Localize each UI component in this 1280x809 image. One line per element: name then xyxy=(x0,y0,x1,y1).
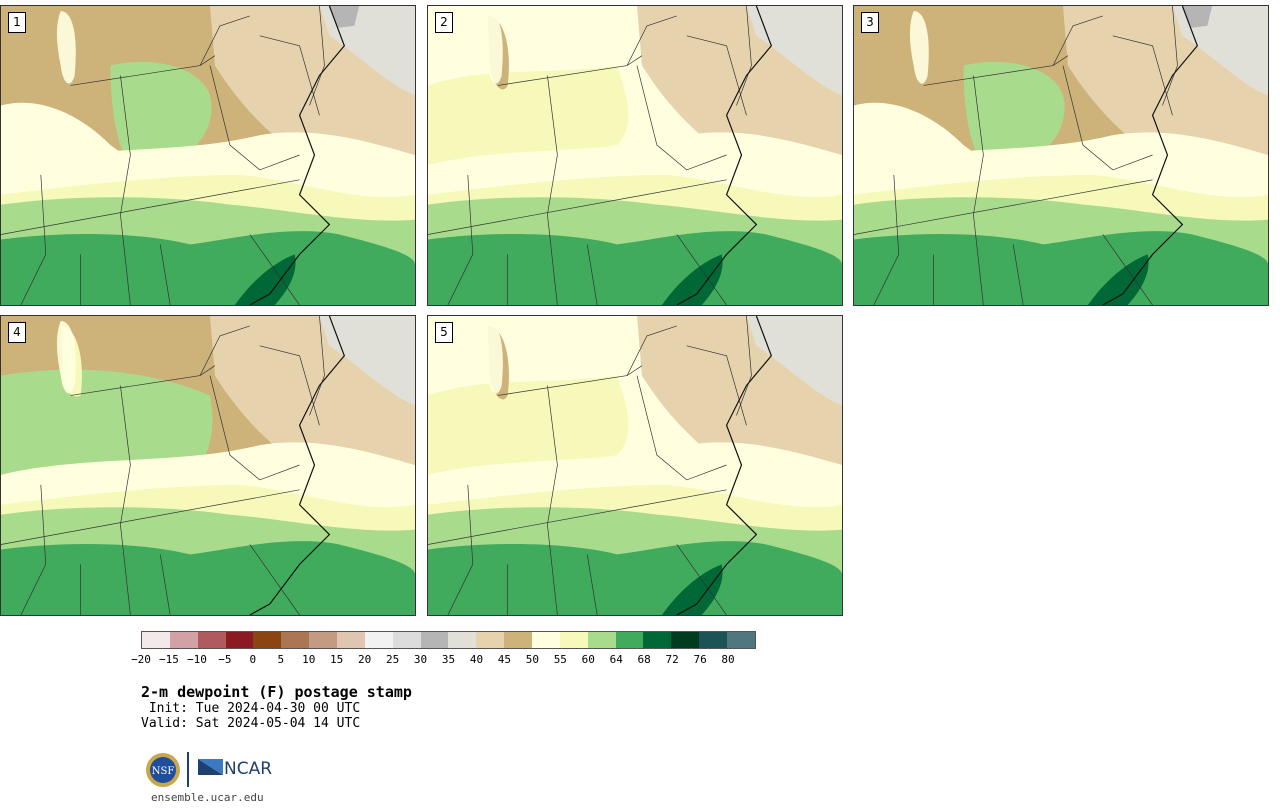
colorbar-tick-label: 0 xyxy=(249,653,257,666)
dewpoint-map xyxy=(1,6,415,305)
colorbar-tick-label: 10 xyxy=(302,653,316,666)
colorbar xyxy=(141,631,756,649)
colorbar-tick-label: 15 xyxy=(330,653,344,666)
colorbar-tick-label: 64 xyxy=(609,653,623,666)
colorbar-tick-label: 50 xyxy=(525,653,539,666)
panel-number: 5 xyxy=(435,322,453,343)
colorbar-tick-label: 68 xyxy=(637,653,651,666)
stamp-panel-4: 4 xyxy=(0,315,416,616)
colorbar-swatch xyxy=(337,632,365,648)
colorbar-tick-label: 55 xyxy=(553,653,567,666)
colorbar-tick-label: 72 xyxy=(665,653,679,666)
coastline xyxy=(676,316,773,615)
colorbar-tick-label: 35 xyxy=(441,653,456,666)
colorbar-swatch xyxy=(504,632,533,648)
colorbar-tick-labels: −20 −15 −10 −5 0 5 10 15 20 25 30 35 40 45 50 55 60 64 68 7… xyxy=(131,653,756,667)
state-boundaries xyxy=(1,6,325,305)
site-url: ensemble.ucar.edu xyxy=(151,791,264,804)
coastline xyxy=(249,316,346,615)
colorbar-swatch xyxy=(532,632,560,648)
colorbar-swatch xyxy=(309,632,338,648)
dewpoint-map xyxy=(428,6,842,305)
ncar-logo-text: NCAR xyxy=(224,759,273,779)
colorbar-swatch xyxy=(253,632,282,648)
colorbar-tick-label: 20 xyxy=(358,653,372,666)
colorbar-swatch xyxy=(281,632,310,648)
chart-title: 2-m dewpoint (F) postage stamp xyxy=(141,683,412,701)
state-boundaries xyxy=(428,6,752,305)
colorbar-swatch xyxy=(476,632,505,648)
stamp-panel-5: 5 xyxy=(427,315,843,616)
dewpoint-map xyxy=(854,6,1268,305)
dewpoint-shading xyxy=(428,6,842,305)
colorbar-swatch xyxy=(142,632,170,648)
stamp-panel-1: 1 xyxy=(0,5,416,306)
colorbar-swatch xyxy=(615,632,644,648)
colorbar-swatch xyxy=(671,632,700,648)
colorbar-tick-label: 5 xyxy=(277,653,285,666)
colorbar-tick-label: −20 xyxy=(131,653,151,666)
dewpoint-shading xyxy=(1,6,415,305)
dewpoint-map xyxy=(1,316,415,615)
colorbar-tick-label: −10 xyxy=(186,653,207,666)
colorbar-swatch xyxy=(559,632,588,648)
panel-number: 2 xyxy=(435,12,453,33)
colorbar-tick-label: 25 xyxy=(385,653,400,666)
coastline xyxy=(249,6,346,305)
ncar-logo xyxy=(198,759,223,775)
nsf-logo: NSF xyxy=(146,753,180,787)
colorbar-swatch xyxy=(699,632,728,648)
logo-divider xyxy=(187,752,189,787)
state-boundaries xyxy=(1,316,325,615)
colorbar-swatch xyxy=(448,632,477,648)
dewpoint-shading xyxy=(428,316,842,615)
panel-number: 3 xyxy=(861,12,879,33)
dewpoint-map xyxy=(428,316,842,615)
stamp-panel-2: 2 xyxy=(427,5,843,306)
coastline xyxy=(676,6,773,305)
state-boundaries xyxy=(428,316,752,615)
init-time: Init: Tue 2024-04-30 00 UTC xyxy=(141,701,361,716)
colorbar-tick-label: 40 xyxy=(469,653,484,666)
state-boundaries xyxy=(854,6,1178,305)
colorbar-tick-label: −15 xyxy=(159,653,179,666)
colorbar-swatch xyxy=(392,632,421,648)
panel-number: 1 xyxy=(8,12,26,33)
stamp-panel-3: 3 xyxy=(853,5,1269,306)
colorbar-swatch xyxy=(364,632,393,648)
colorbar-swatch xyxy=(169,632,198,648)
colorbar-swatch xyxy=(727,632,755,648)
panel-number: 4 xyxy=(8,322,26,343)
colorbar-tick-label: 80 xyxy=(721,653,735,666)
colorbar-swatch xyxy=(197,632,226,648)
colorbar-swatch xyxy=(587,632,616,648)
nsf-logo-text: NSF xyxy=(152,766,175,777)
coastline xyxy=(1102,6,1199,305)
colorbar-tick-label: 60 xyxy=(581,653,595,666)
colorbar-swatch xyxy=(225,632,254,648)
valid-time: Valid: Sat 2024-05-04 14 UTC xyxy=(141,716,361,731)
colorbar-swatch xyxy=(420,632,449,648)
colorbar-tick-label: 76 xyxy=(693,653,707,666)
colorbar-swatch xyxy=(643,632,672,648)
colorbar-tick-label: 30 xyxy=(413,653,428,666)
dewpoint-shading xyxy=(854,6,1268,305)
colorbar-tick-label: 45 xyxy=(497,653,512,666)
dewpoint-shading xyxy=(1,316,415,615)
colorbar-tick-label: −5 xyxy=(218,653,232,666)
